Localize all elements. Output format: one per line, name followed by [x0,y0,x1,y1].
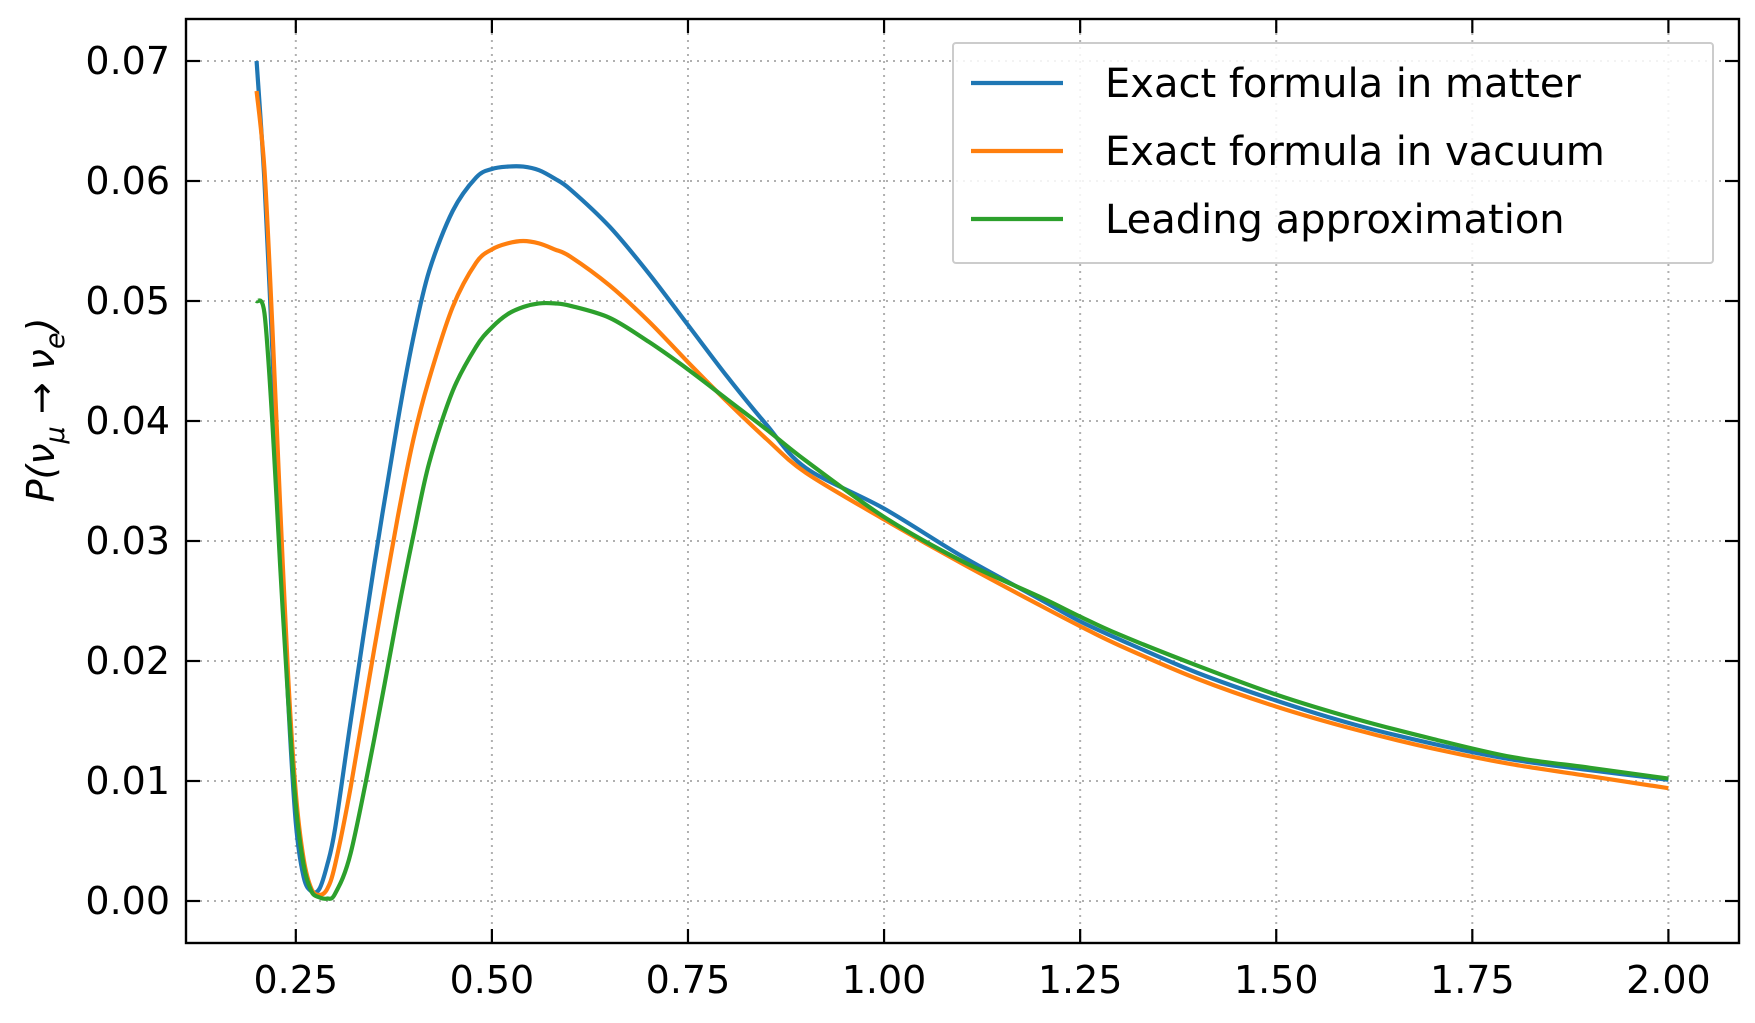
y-tick-label: 0.00 [85,879,170,923]
x-tick-label: 2.00 [1626,958,1711,1002]
series-lines [254,60,1669,901]
x-tick-label: 1.50 [1234,958,1319,1002]
axes: 0.25 0.50 0.75 1.00 1.25 1.50 1.75 2.00 0.00 0.01… [85,17,1741,1002]
plot-frame [184,17,1741,945]
y-tick-label: 0.04 [85,399,170,443]
x-tick-label: 1.75 [1430,958,1515,1002]
x-tick-label: 0.75 [646,958,731,1002]
legend-box [952,42,1714,264]
x-tick-label: 1.00 [842,958,927,1002]
legend: Exact formula in matter Exact formula in … [952,42,1714,264]
y-tick-label: 0.05 [85,279,170,323]
x-tick-label: 0.50 [450,958,535,1002]
series-line-3 [254,298,1669,901]
y-tick-label: 0.02 [85,639,170,683]
legend-label: Exact formula in matter [1105,61,1581,107]
y-tick-label: 0.06 [85,159,170,203]
legend-label: Leading approximation [1105,197,1565,243]
y-tick-label: 0.01 [85,759,170,803]
x-tick-label: 0.25 [254,958,339,1002]
y-axis-label: P(νμ → νe) [19,318,71,503]
series-line-1 [254,60,1669,895]
y-tick-label: 0.07 [85,39,170,83]
legend-label: Exact formula in vacuum [1105,129,1605,175]
y-tick-label: 0.03 [85,519,170,563]
x-tick-label: 1.25 [1038,958,1123,1002]
